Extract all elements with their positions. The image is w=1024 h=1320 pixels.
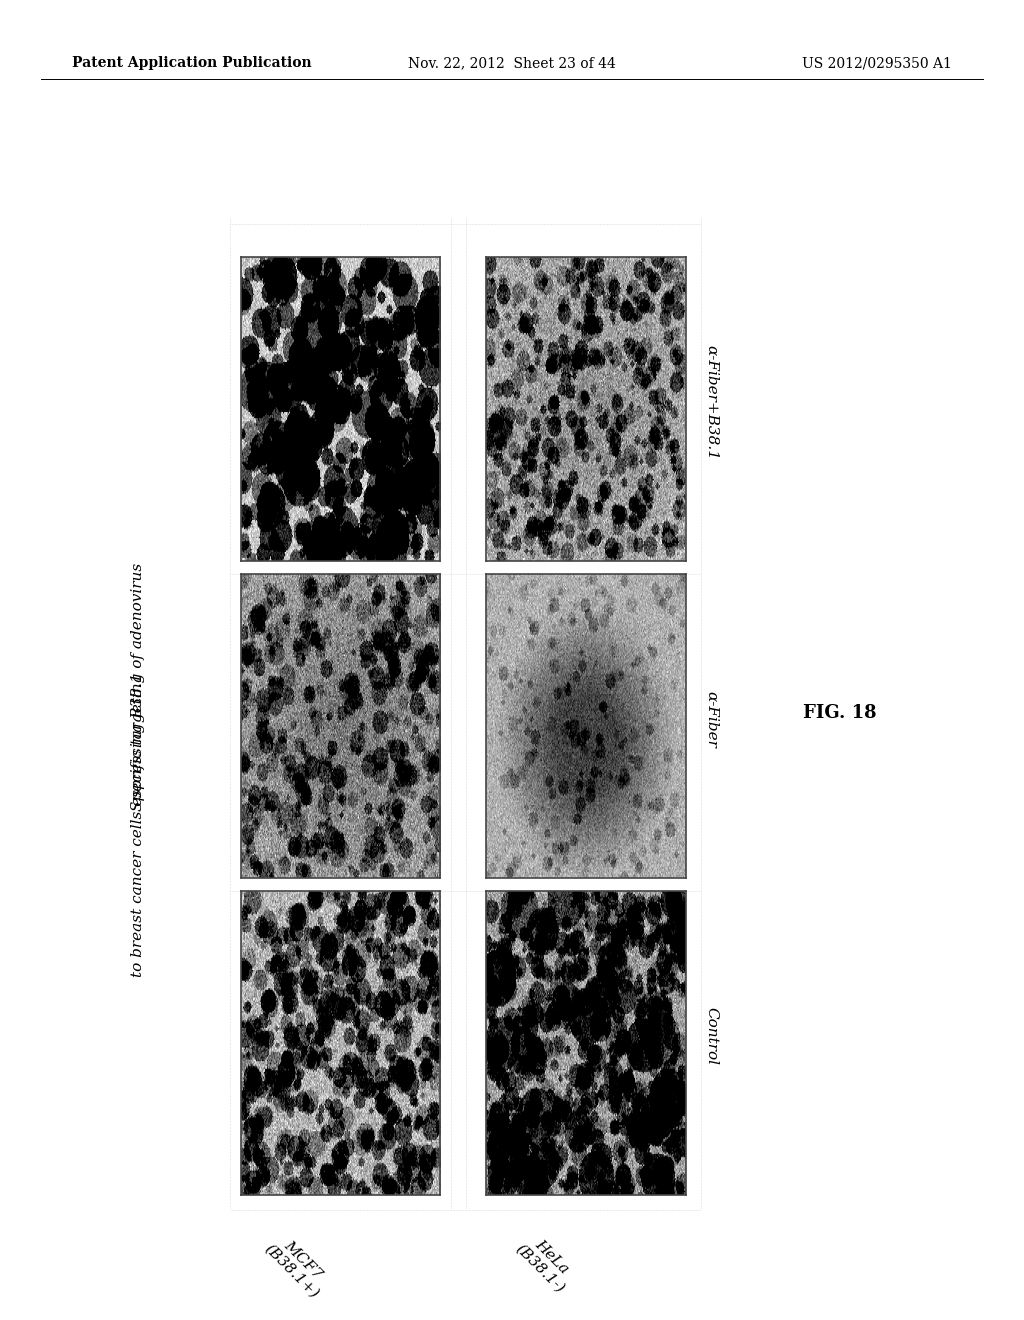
- Text: MCF7
(B38.1+): MCF7 (B38.1+): [262, 1230, 333, 1302]
- Text: HeLa
(B38.1-): HeLa (B38.1-): [513, 1230, 579, 1296]
- Text: Control: Control: [705, 1007, 719, 1065]
- Text: to breast cancer cells espressing B38.1: to breast cancer cells espressing B38.1: [131, 673, 145, 977]
- Text: Specific targeting of adenovirus: Specific targeting of adenovirus: [131, 562, 145, 810]
- Text: α-Fiber: α-Fiber: [705, 690, 719, 748]
- Text: FIG. 18: FIG. 18: [803, 704, 877, 722]
- Text: α-Fiber+B38.1: α-Fiber+B38.1: [705, 345, 719, 461]
- Text: Nov. 22, 2012  Sheet 23 of 44: Nov. 22, 2012 Sheet 23 of 44: [408, 57, 616, 70]
- Text: Patent Application Publication: Patent Application Publication: [72, 57, 311, 70]
- Text: US 2012/0295350 A1: US 2012/0295350 A1: [803, 57, 952, 70]
